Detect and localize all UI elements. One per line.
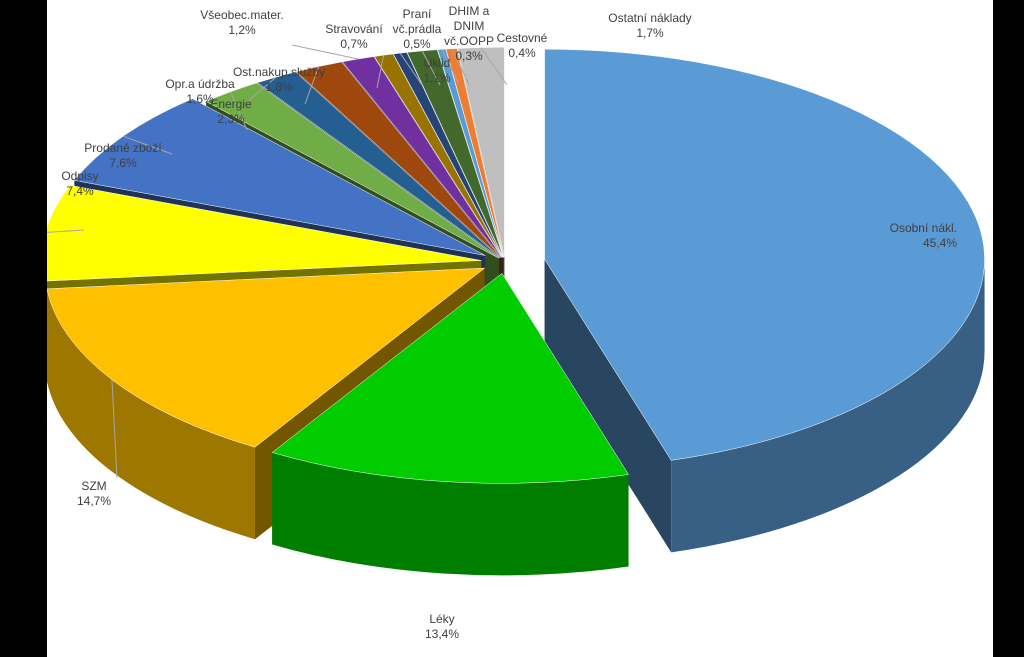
slice-side-osobni-nakl: [671, 259, 985, 553]
leader-line-ostatni-naklady: [480, 47, 508, 86]
data-label-odpisy: Odpisy 7,4%: [61, 169, 98, 198]
leader-line-ost-nakup-sluzby: [304, 66, 320, 105]
leader-line-stravovani: [376, 55, 385, 89]
slice-ost-nakup-sluzby: [295, 61, 502, 258]
slice-side-leky: [272, 452, 629, 576]
slice-uklid: [406, 49, 504, 258]
slice-stravovani: [373, 53, 503, 258]
data-label-ost-nakup-sluzby: Ost.nakup.služby 1,8%: [233, 65, 325, 94]
leader-line-szm: [111, 379, 118, 479]
slice-prani-vc-pradla: [392, 52, 503, 258]
data-label-vseobec-mater: Všeobec.mater. 1,2%: [200, 8, 283, 37]
data-label-szm: SZM 14,7%: [77, 479, 111, 508]
leader-line-cestovne: [451, 48, 470, 85]
data-label-leky: Léky 13,4%: [425, 612, 459, 641]
leader-line-prani-vc-pradla: [399, 52, 423, 86]
data-label-cestovne: Cestovné 0,4%: [497, 31, 548, 60]
data-label-ostatni-naklady: Ostatní náklady 1,7%: [608, 11, 691, 40]
slice-ostatni-naklady: [457, 46, 505, 258]
leader-line-uklid: [421, 50, 441, 86]
leader-line-opr-a-udrzba: [246, 76, 277, 103]
leader-line-dhim-a-dnim-vc-oopp: [441, 49, 460, 85]
slice-edge-osobni-nakl-1: [544, 259, 672, 553]
slice-leky: [271, 272, 629, 484]
chart-panel: Osobní nákl. 45,4% Léky 13,4% SZM 14,7% Odpisy…: [47, 0, 993, 657]
data-label-uklid: Úklid 1,1%: [423, 55, 451, 85]
leader-line-odpisy: [47, 229, 85, 233]
slice-cestovne: [445, 48, 505, 258]
slice-osobni-nakl: [544, 48, 985, 461]
pie-chart: Osobní nákl. 45,4% Léky 13,4% SZM 14,7% Odpisy…: [47, 4, 985, 641]
data-label-stravovani: Stravování 0,7%: [325, 22, 383, 51]
slice-energie: [205, 82, 500, 259]
data-label-dhim-a-dnim-vc-oopp: DHIM a DNIM vč.OOPP 0,3%: [444, 4, 494, 63]
leader-line-energie: [230, 91, 248, 131]
data-label-prodane-zbozi: Prodané zboží 7,6%: [84, 141, 162, 170]
data-label-prani-vc-pradla: Praní vč.prádla 0,5%: [393, 7, 442, 51]
slice-side-szm: [47, 289, 255, 540]
leader-line-vseobec-mater: [291, 44, 359, 60]
data-label-energie: Energie 2,3%: [210, 97, 252, 126]
leader-line-prodane-zbozi: [122, 135, 173, 155]
data-label-osobni-nakl: Osobní nákl. 45,4%: [890, 221, 958, 250]
data-label-opr-a-udrzba: Opr.a údržba 1,6%: [165, 77, 235, 106]
slice-odpisy: [47, 185, 482, 282]
slice-vseobec-mater: [342, 56, 502, 258]
